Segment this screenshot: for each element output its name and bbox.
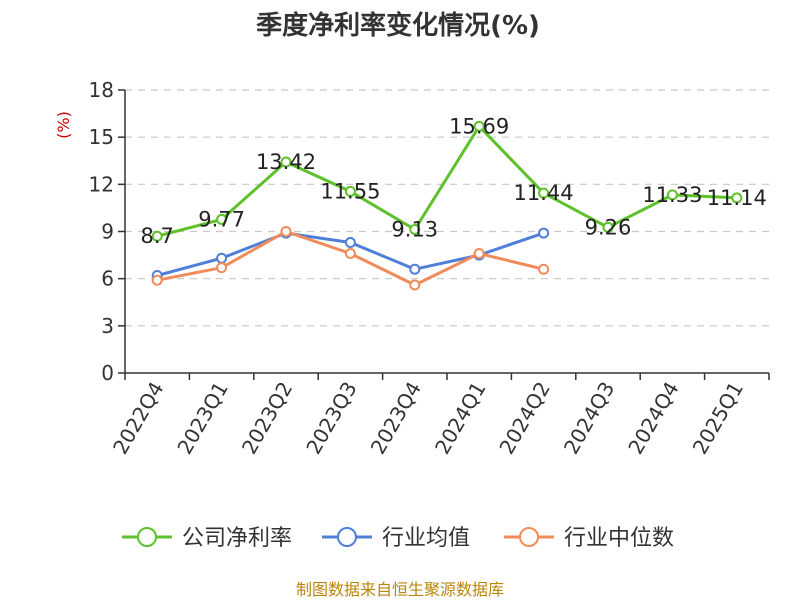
data-point-company-net-margin xyxy=(344,185,356,197)
x-tick-label: 2023Q2 xyxy=(237,378,297,459)
legend: 公司净利率 行业均值 行业中位数 xyxy=(122,526,674,551)
data-label-company-net-margin: 13.42 xyxy=(256,150,316,174)
data-label-company-net-margin: 15.69 xyxy=(449,114,509,138)
x-tick-label: 2024Q3 xyxy=(559,378,619,459)
data-point-company-net-margin xyxy=(216,213,228,225)
data-point-industry-median xyxy=(538,263,550,275)
data-label-company-net-margin: 9.13 xyxy=(391,217,438,241)
legend-marker xyxy=(519,527,539,547)
grid-lines xyxy=(125,89,769,327)
x-tick-label: 2023Q1 xyxy=(172,378,232,459)
legend-label: 行业中位数 xyxy=(564,526,674,551)
chart-title: 季度净利率变化情况(%) xyxy=(256,10,540,41)
x-tick-labels: 2022Q4 2023Q1 2023Q2 2023Q3 2023Q4 2024Q1 2024… xyxy=(108,378,748,459)
data-point-company-net-margin xyxy=(473,120,485,132)
source-note: 制图数据来自恒生聚源数据库 xyxy=(296,580,504,599)
y-tick-label: 0 xyxy=(101,361,114,385)
data-label-company-net-margin: 8.7 xyxy=(140,224,173,248)
y-tick-label: 6 xyxy=(101,267,114,291)
y-tick-labels: 0 3 6 9 12 15 18 xyxy=(89,78,114,385)
legend-marker xyxy=(137,527,157,547)
data-point-industry-median xyxy=(473,248,485,260)
x-tick-label: 2024Q1 xyxy=(430,378,490,459)
data-point-company-net-margin xyxy=(602,221,614,233)
data-label-company-net-margin: 9.26 xyxy=(585,215,632,239)
data-label-company-net-margin: 11.14 xyxy=(707,186,767,210)
data-point-industry-median xyxy=(344,248,356,260)
data-point-industry-median xyxy=(216,262,228,274)
data-point-industry-median xyxy=(151,274,163,286)
x-tick-label: 2025Q1 xyxy=(688,378,748,459)
x-tick-label: 2024Q4 xyxy=(623,378,683,459)
legend-label: 公司净利率 xyxy=(182,526,292,551)
data-point-company-net-margin xyxy=(151,230,163,242)
data-point-company-net-margin xyxy=(731,192,743,204)
y-tick-label: 18 xyxy=(89,78,114,102)
data-label-company-net-margin: 11.33 xyxy=(642,183,702,207)
data-label-company-net-margin: 11.44 xyxy=(514,181,574,205)
axes xyxy=(118,89,770,380)
series-lines xyxy=(151,120,743,291)
data-point-company-net-margin xyxy=(666,189,678,201)
data-label-company-net-margin: 11.55 xyxy=(320,179,380,203)
x-tick-label: 2024Q2 xyxy=(494,378,554,459)
legend-label: 行业均值 xyxy=(382,526,470,551)
data-point-industry-median xyxy=(280,226,292,237)
y-axis-unit-label: (%) xyxy=(54,111,73,139)
x-tick-label: 2022Q4 xyxy=(108,378,168,459)
x-tick-label: 2023Q3 xyxy=(301,378,361,459)
data-point-industry-mean xyxy=(538,227,550,239)
data-point-industry-mean xyxy=(409,263,421,275)
y-tick-label: 9 xyxy=(101,220,114,244)
y-tick-label: 3 xyxy=(101,314,114,338)
data-point-industry-mean xyxy=(216,252,228,264)
series-line-company-net-margin xyxy=(155,124,739,238)
data-point-industry-median xyxy=(409,279,421,291)
data-point-company-net-margin xyxy=(409,223,421,235)
y-tick-label: 12 xyxy=(89,172,114,196)
data-point-industry-mean xyxy=(344,237,356,249)
x-tick-label: 2023Q4 xyxy=(366,378,426,459)
data-point-company-net-margin xyxy=(538,187,550,199)
y-tick-label: 15 xyxy=(89,125,114,149)
data-point-company-net-margin xyxy=(280,156,292,168)
legend-marker xyxy=(337,527,357,547)
data-label-company-net-margin: 9.77 xyxy=(198,207,245,231)
